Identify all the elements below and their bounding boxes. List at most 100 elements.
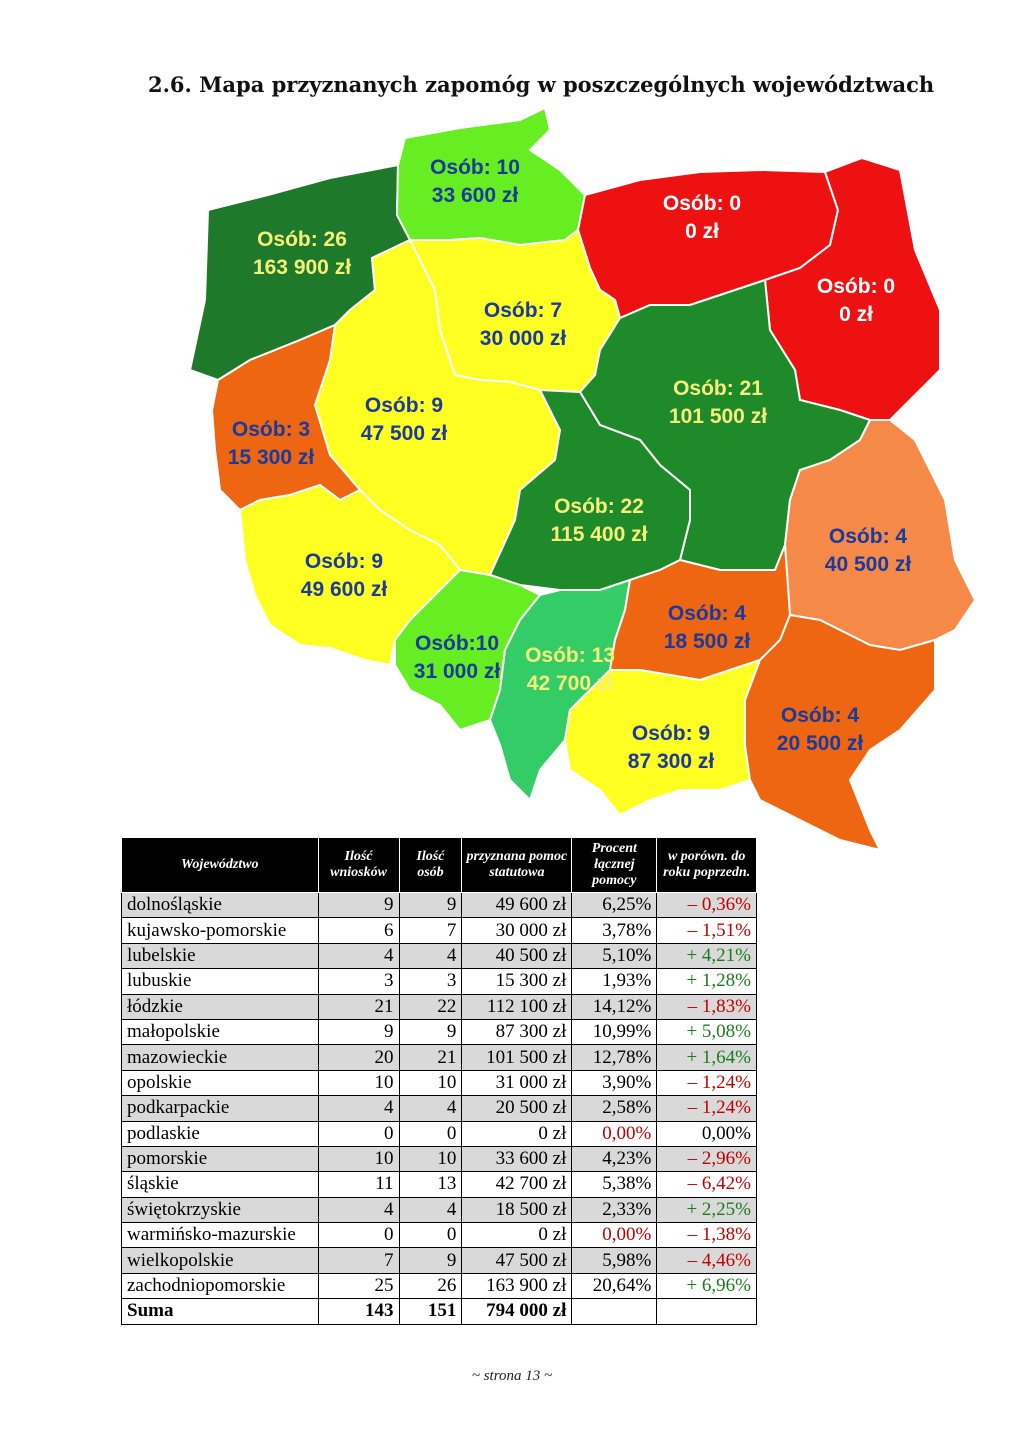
map-label-amount-opolskie: 31 000 zł	[414, 660, 501, 683]
cell-procent: 5,38%	[571, 1171, 658, 1198]
cell-sum-label: Suma	[121, 1298, 319, 1325]
cell-osoby: 4	[398, 1095, 463, 1122]
cell-sum-osoby: 151	[398, 1298, 463, 1325]
header-procent: Procent łącznej pomocy	[571, 837, 658, 893]
map-label-amount-lubuskie: 15 300 zł	[228, 446, 315, 469]
table-row: mazowieckie 20 21 101 500 zł 12,78% + 1,64%	[121, 1044, 757, 1071]
map-labels: Osób: 26 163 900 zł Osób: 10 33 600 zł Osób:…	[228, 156, 912, 773]
cell-osoby: 22	[398, 993, 463, 1020]
table-row: śląskie 11 13 42 700 zł 5,38% – 6,42%	[121, 1171, 757, 1198]
cell-procent: 10,99%	[571, 1018, 658, 1046]
cell-wnioski: 6	[317, 917, 400, 944]
cell-procent: 14,12%	[571, 993, 658, 1020]
header-ilosc-osob: Ilość osób	[398, 837, 463, 893]
cell-pomoc: 49 600 zł	[461, 891, 573, 919]
cell-wojewodztwo: łódzkie	[121, 993, 319, 1020]
cell-osoby: 10	[398, 1069, 463, 1097]
cell-pomoc: 15 300 zł	[461, 968, 573, 995]
cell-wnioski: 4	[317, 1196, 400, 1224]
cell-pomoc: 87 300 zł	[461, 1018, 573, 1046]
cell-procent: 6,25%	[571, 891, 658, 919]
cell-wojewodztwo: dolnośląskie	[121, 891, 319, 919]
cell-wnioski: 0	[317, 1222, 400, 1249]
cell-pomoc: 40 500 zł	[461, 942, 573, 970]
cell-wnioski: 4	[317, 1095, 400, 1122]
cell-pomoc: 33 600 zł	[461, 1145, 573, 1173]
cell-osoby: 21	[398, 1044, 463, 1071]
cell-wojewodztwo: kujawsko-pomorskie	[121, 917, 319, 944]
cell-pomoc: 163 900 zł	[461, 1272, 573, 1300]
cell-wnioski: 0	[317, 1120, 400, 1147]
map-label-amount-lodzkie: 115 400 zł	[551, 523, 648, 546]
cell-wnioski: 10	[317, 1069, 400, 1097]
cell-zmiana: + 4,21%	[656, 942, 757, 970]
table-row: pomorskie 10 10 33 600 zł 4,23% – 2,96%	[121, 1145, 757, 1173]
cell-zmiana: – 1,38%	[656, 1222, 757, 1249]
cell-zmiana: – 4,46%	[656, 1247, 757, 1274]
cell-wojewodztwo: opolskie	[121, 1069, 319, 1097]
table-row: świętokrzyskie 4 4 18 500 zł 2,33% + 2,25%	[121, 1196, 757, 1224]
cell-zmiana: – 1,24%	[656, 1095, 757, 1122]
table-row: opolskie 10 10 31 000 zł 3,90% – 1,24%	[121, 1069, 757, 1097]
cell-wojewodztwo: małopolskie	[121, 1018, 319, 1046]
cell-wnioski: 11	[317, 1171, 400, 1198]
map-label-count-zachodniopomorskie: Osób: 26	[257, 228, 347, 251]
map-label-amount-podlaskie: 0 zł	[839, 303, 873, 326]
cell-osoby: 0	[398, 1222, 463, 1249]
cell-zmiana: – 1,51%	[656, 917, 757, 944]
cell-wojewodztwo: śląskie	[121, 1171, 319, 1198]
cell-osoby: 9	[398, 891, 463, 919]
table-row: małopolskie 9 9 87 300 zł 10,99% + 5,08%	[121, 1018, 757, 1046]
map-label-count-malopolskie: Osób: 9	[632, 722, 710, 745]
header-ilosc-wnioskow: Ilość wniosków	[317, 837, 400, 893]
table-row: lubuskie 3 3 15 300 zł 1,93% + 1,28%	[121, 968, 757, 995]
map-label-count-warminsko-mazurskie: Osób: 0	[663, 192, 741, 215]
map-label-count-wielkopolskie: Osób: 9	[365, 394, 443, 417]
cell-wojewodztwo: świętokrzyskie	[121, 1196, 319, 1224]
cell-zmiana: + 2,25%	[656, 1196, 757, 1224]
cell-zmiana: – 0,36%	[656, 891, 757, 919]
cell-wojewodztwo: lubuskie	[121, 968, 319, 995]
cell-pomoc: 47 500 zł	[461, 1247, 573, 1274]
cell-zmiana: – 1,83%	[656, 993, 757, 1020]
cell-pomoc: 18 500 zł	[461, 1196, 573, 1224]
map-label-count-dolnoslaskie: Osób: 9	[305, 550, 383, 573]
table-header-row: Województwo Ilość wniosków Ilość osób pr…	[121, 837, 757, 893]
map-label-amount-zachodniopomorskie: 163 900 zł	[253, 256, 351, 279]
cell-sum-empty	[656, 1298, 757, 1325]
cell-wnioski: 10	[317, 1145, 400, 1173]
map-label-amount-swietokrzyskie: 18 500 zł	[664, 630, 751, 653]
map-label-amount-slaskie: 42 700 zł	[527, 672, 614, 695]
cell-wnioski: 9	[317, 891, 400, 919]
cell-pomoc: 31 000 zł	[461, 1069, 573, 1097]
cell-wojewodztwo: warmińsko-mazurskie	[121, 1222, 319, 1249]
page-title: 2.6. Mapa przyznanych zapomóg w poszczeg…	[148, 72, 935, 97]
cell-procent: 5,98%	[571, 1247, 658, 1274]
header-porownanie: w porówn. do roku poprzedn.	[656, 837, 757, 893]
table-row: wielkopolskie 7 9 47 500 zł 5,98% – 4,46%	[121, 1247, 757, 1274]
table-row: zachodniopomorskie 25 26 163 900 zł 20,64% + …	[121, 1272, 757, 1300]
map-label-amount-wielkopolskie: 47 500 zł	[361, 422, 448, 445]
cell-sum-empty	[571, 1298, 658, 1325]
cell-procent: 3,90%	[571, 1069, 658, 1097]
cell-wnioski: 3	[317, 968, 400, 995]
map-label-count-kujawsko-pomorskie: Osób: 7	[484, 299, 562, 322]
cell-wojewodztwo: podlaskie	[121, 1120, 319, 1147]
map-label-amount-dolnoslaskie: 49 600 zł	[301, 578, 388, 601]
poland-voivodeship-map: Osób: 26 163 900 zł Osób: 10 33 600 zł Osób:…	[188, 106, 977, 852]
cell-pomoc: 42 700 zł	[461, 1171, 573, 1198]
page-footer: ~ strona 13 ~	[471, 1368, 553, 1384]
map-label-count-pomorskie: Osób: 10	[430, 156, 520, 179]
cell-pomoc: 0 zł	[461, 1222, 573, 1249]
cell-pomoc: 0 zł	[461, 1120, 573, 1147]
map-label-amount-pomorskie: 33 600 zł	[432, 184, 519, 207]
cell-osoby: 9	[398, 1018, 463, 1046]
cell-procent: 3,78%	[571, 917, 658, 944]
map-label-count-lubelskie: Osób: 4	[829, 525, 907, 548]
cell-osoby: 26	[398, 1272, 463, 1300]
cell-procent: 1,93%	[571, 968, 658, 995]
map-label-count-lodzkie: Osób: 22	[554, 495, 644, 518]
cell-wojewodztwo: lubelskie	[121, 942, 319, 970]
table-row: podlaskie 0 0 0 zł 0,00% 0,00%	[121, 1120, 757, 1147]
table-row: łódzkie 21 22 112 100 zł 14,12% – 1,83%	[121, 993, 757, 1020]
